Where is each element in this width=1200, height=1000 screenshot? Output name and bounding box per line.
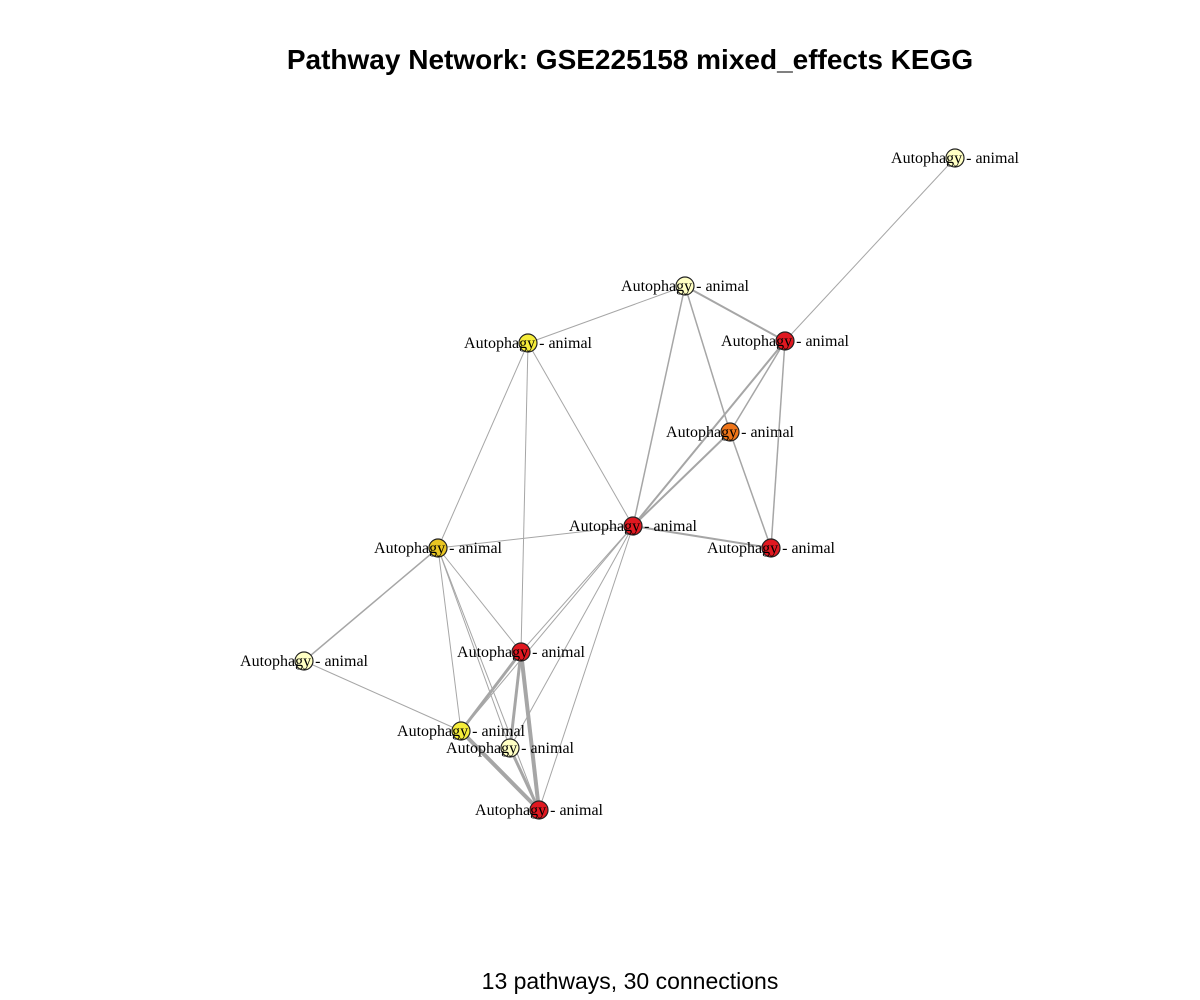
edge-layer xyxy=(303,157,956,812)
pathway-node-n12: Autophagy - animal xyxy=(446,738,575,758)
edge-n10-n13 xyxy=(519,651,541,811)
pathway-node-n6: Autophagy - animal xyxy=(569,516,698,536)
edge-n8-n9 xyxy=(303,547,439,662)
edge-n6-n12 xyxy=(509,525,634,749)
edge-n4-n6 xyxy=(632,340,786,527)
edge-n2-n6 xyxy=(632,285,686,527)
node-label-n8: Autophagy - animal xyxy=(374,540,503,557)
edge-n10-n11 xyxy=(459,651,523,732)
node-label-n5: Autophagy - animal xyxy=(666,424,795,441)
node-label-n12: Autophagy - animal xyxy=(446,740,575,757)
pathway-node-n3: Autophagy - animal xyxy=(464,333,593,353)
node-circle-n4 xyxy=(775,331,795,351)
edge-n10-n12 xyxy=(508,651,523,749)
pathway-node-n1: Autophagy - animal xyxy=(891,148,1020,168)
node-circle-n6 xyxy=(623,516,643,536)
edge-n11-n13 xyxy=(459,729,541,812)
pathway-node-n4: Autophagy - animal xyxy=(721,331,850,351)
node-circle-n12 xyxy=(500,738,520,758)
edge-n4-n5 xyxy=(729,340,786,433)
edge-n6-n10 xyxy=(520,525,634,653)
edge-n9-n11 xyxy=(303,660,462,732)
pathway-node-n8: Autophagy - animal xyxy=(374,538,503,558)
edge-n6-n7 xyxy=(632,525,772,549)
pathway-node-n11: Autophagy - animal xyxy=(397,721,526,741)
node-circle-n9 xyxy=(294,651,314,671)
pathway-node-n13: Autophagy - animal xyxy=(475,800,604,820)
node-label-n2: Autophagy - animal xyxy=(621,278,750,295)
node-circle-n10 xyxy=(511,642,531,662)
pathway-node-n9: Autophagy - animal xyxy=(240,651,369,671)
node-circle-n3 xyxy=(518,333,538,353)
node-circle-n1 xyxy=(945,148,965,168)
edge-n6-n8 xyxy=(437,525,634,549)
edge-n5-n6 xyxy=(632,431,731,527)
edge-n8-n13 xyxy=(437,547,540,811)
edge-n4-n7 xyxy=(770,340,786,549)
edge-n5-n7 xyxy=(729,431,772,549)
node-label-n6: Autophagy - animal xyxy=(569,518,698,535)
pathway-node-n5: Autophagy - animal xyxy=(666,422,795,442)
node-label-n9: Autophagy - animal xyxy=(240,653,369,670)
edge-n3-n8 xyxy=(437,342,529,549)
network-summary: 13 pathways, 30 connections xyxy=(481,968,779,994)
edge-n8-n10 xyxy=(437,547,522,653)
edge-n3-n6 xyxy=(527,342,634,527)
node-circle-n11 xyxy=(451,721,471,741)
node-label-n10: Autophagy - animal xyxy=(457,644,586,661)
node-circle-n2 xyxy=(675,276,695,296)
edge-n2-n3 xyxy=(527,285,686,344)
node-label-n4: Autophagy - animal xyxy=(721,333,850,350)
edge-n8-n11 xyxy=(437,547,462,732)
pathway-node-n10: Autophagy - animal xyxy=(457,642,586,662)
node-label-n3: Autophagy - animal xyxy=(464,335,593,352)
edge-n2-n5 xyxy=(684,285,731,433)
pathway-node-n2: Autophagy - animal xyxy=(621,276,750,296)
node-label-n13: Autophagy - animal xyxy=(475,802,604,819)
pathway-node-n7: Autophagy - animal xyxy=(707,538,836,558)
edge-n8-n12 xyxy=(437,547,511,749)
edge-n12-n13 xyxy=(508,747,541,811)
node-circle-n5 xyxy=(720,422,740,442)
edge-n6-n13 xyxy=(538,525,634,811)
node-label-n1: Autophagy - animal xyxy=(891,150,1020,167)
edge-n2-n4 xyxy=(684,285,786,342)
plot-title: Pathway Network: GSE225158 mixed_effects… xyxy=(286,44,974,75)
node-circle-n13 xyxy=(529,800,549,820)
edge-n1-n4 xyxy=(784,157,956,342)
edge-n3-n10 xyxy=(520,342,529,653)
node-circle-n8 xyxy=(428,538,448,558)
node-label-n11: Autophagy - animal xyxy=(397,723,526,740)
node-circle-n7 xyxy=(761,538,781,558)
node-label-n7: Autophagy - animal xyxy=(707,540,836,557)
edge-n6-n11 xyxy=(460,525,634,732)
